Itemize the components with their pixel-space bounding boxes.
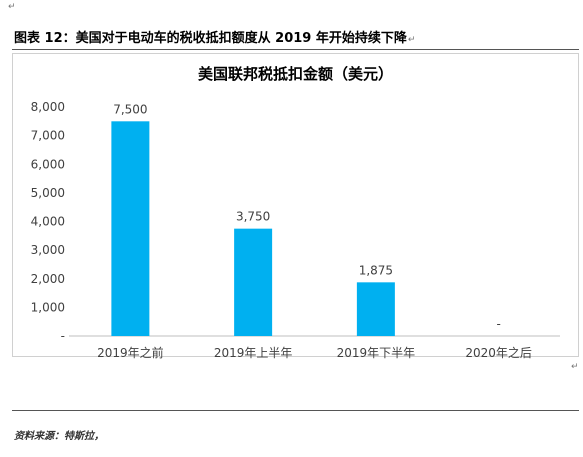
source-divider <box>12 410 579 411</box>
x-tick-label: 2020年之后 <box>465 346 532 360</box>
paragraph-mark-icon: ↵ <box>407 35 416 45</box>
source-note: 资料来源：特斯拉， <box>14 431 104 442</box>
x-tick-label: 2019年下半年 <box>337 346 416 360</box>
paragraph-mark-icon: ↵ <box>571 362 579 372</box>
y-tick-label: 8,000 <box>31 100 65 114</box>
bar <box>234 228 273 336</box>
bar <box>356 282 395 336</box>
data-label: - <box>496 317 500 331</box>
paragraph-mark-icon: ↵ <box>8 2 16 12</box>
chart-frame <box>12 53 579 357</box>
y-tick-label: 4,000 <box>31 215 65 229</box>
data-label: 1,875 <box>359 263 393 277</box>
figure-caption-text: 图表 12：美国对于电动车的税收抵扣额度从 2019 年开始持续下降 <box>14 31 407 46</box>
x-tick-label: 2019年上半年 <box>214 346 293 360</box>
bar-layer <box>111 121 395 336</box>
data-label: 7,500 <box>113 102 147 116</box>
label-layer: - 1,000 2,000 3,000 4,000 5,000 6,000 7,000 8,00… <box>31 100 532 360</box>
y-tick-label: 7,000 <box>31 129 65 143</box>
x-tick-label: 2019年之前 <box>97 345 164 360</box>
y-tick-label: 2,000 <box>31 272 65 286</box>
figure-caption: 图表 12：美国对于电动车的税收抵扣额度从 2019 年开始持续下降↵ <box>14 27 415 46</box>
chart-title: 美国联邦税抵扣金额（美元） <box>197 65 393 83</box>
y-tick-label: 3,000 <box>31 243 65 257</box>
y-tick-label: 5,000 <box>31 186 65 200</box>
bar <box>111 121 150 336</box>
y-tick-label: - <box>61 329 65 343</box>
y-tick-label: 1,000 <box>31 300 65 314</box>
y-tick-label: 6,000 <box>31 157 65 171</box>
caption-divider <box>12 49 579 50</box>
data-label: 3,750 <box>236 210 270 224</box>
